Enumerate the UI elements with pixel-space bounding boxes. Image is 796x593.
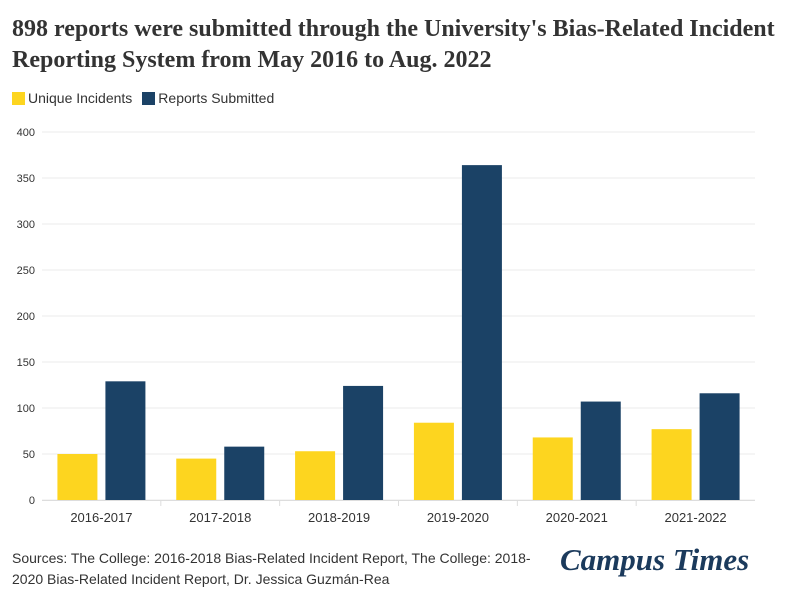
legend-item-reports-submitted[interactable]: Reports Submitted <box>142 90 274 106</box>
y-tick-label: 50 <box>23 449 35 461</box>
bar-unique-incidents <box>532 437 573 500</box>
x-tick-label: 2020-2021 <box>546 510 608 525</box>
source-note: Sources: The College: 2016-2018 Bias-Rel… <box>12 550 531 587</box>
y-tick-label: 250 <box>17 265 35 277</box>
y-tick-label: 350 <box>17 173 35 185</box>
y-tick-label: 400 <box>17 127 35 139</box>
bar-unique-incidents <box>295 451 336 500</box>
chart-title: 898 reports were submitted through the U… <box>12 16 775 73</box>
bar-reports-submitted <box>105 381 146 500</box>
y-tick-label: 200 <box>17 311 35 323</box>
legend: Unique Incidents Reports Submitted <box>12 90 274 106</box>
x-tick-label: 2018-2019 <box>308 510 370 525</box>
bar-chart: 0 50 100 150 200 250 300 350 400 2016-2017 2017-20… <box>17 127 755 525</box>
y-tick-label: 150 <box>17 357 35 369</box>
bar-reports-submitted <box>224 446 265 500</box>
bar-reports-submitted <box>461 165 502 500</box>
bar-unique-incidents <box>176 458 217 500</box>
legend-label: Unique Incidents <box>28 90 133 106</box>
legend-label: Reports Submitted <box>158 90 275 106</box>
bar-unique-incidents <box>651 429 692 500</box>
x-tick-label: 2016-2017 <box>70 510 132 525</box>
bar-reports-submitted <box>580 401 621 500</box>
legend-item-unique-incidents[interactable]: Unique Incidents <box>12 90 132 106</box>
bar-reports-submitted <box>343 385 384 500</box>
x-tick-label: 2019-2020 <box>427 510 489 525</box>
bar-unique-incidents <box>413 422 454 500</box>
campus-times-logo: Campus Times <box>560 542 750 577</box>
x-tick-label: 2021-2022 <box>664 510 726 525</box>
legend-swatch <box>12 91 25 105</box>
y-tick-label: 300 <box>17 219 35 231</box>
bar-unique-incidents <box>57 454 98 500</box>
y-tick-label: 100 <box>17 403 35 415</box>
legend-swatch <box>142 91 156 105</box>
bar-reports-submitted <box>699 393 740 500</box>
x-tick-label: 2017-2018 <box>189 510 251 525</box>
y-tick-label: 0 <box>29 495 35 507</box>
